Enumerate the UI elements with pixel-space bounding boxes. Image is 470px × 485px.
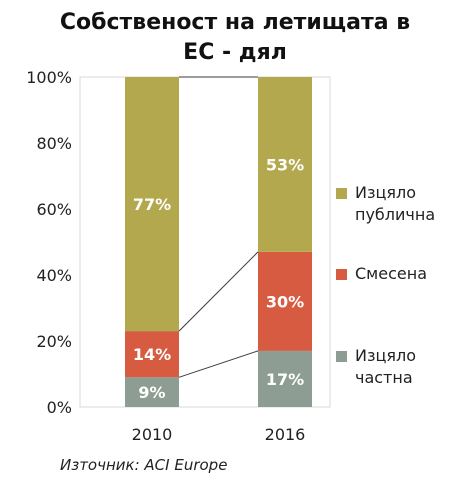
chart-title-line-2: ЕС - дял xyxy=(183,40,287,65)
source-note: Източник: ACI Europe xyxy=(60,456,228,474)
legend-item-private: Изцяло частна xyxy=(336,345,465,389)
bar-segment xyxy=(125,77,179,332)
chart-title-line-1: Собственост на летищата в xyxy=(59,10,411,35)
data-label: 53% xyxy=(266,155,304,174)
data-label: 30% xyxy=(266,292,304,311)
legend-label-public: Изцяло публична xyxy=(355,183,436,224)
series-connector-line xyxy=(178,350,259,378)
legend-label-mixed: Смесена xyxy=(355,264,427,283)
data-label: 14% xyxy=(133,345,171,364)
data-label: 77% xyxy=(133,195,171,214)
data-label: 17% xyxy=(266,370,304,389)
bar-segment xyxy=(258,251,312,351)
bar-segment xyxy=(258,77,312,252)
y-tick-label: 40% xyxy=(36,266,72,285)
legend-swatch-private xyxy=(336,351,347,362)
y-tick-label: 60% xyxy=(36,200,72,219)
y-tick-label: 100% xyxy=(26,68,72,87)
x-tick-label: 2016 xyxy=(265,425,306,444)
legend-item-public: Изцяло публична xyxy=(336,182,465,226)
chart-title: Собственост на летищата в ЕС - дял xyxy=(0,8,470,68)
series-connector-line xyxy=(178,251,259,332)
x-tick-label: 2010 xyxy=(132,425,173,444)
legend-label-private: Изцяло частна xyxy=(355,346,417,387)
legend-swatch-public xyxy=(336,188,347,199)
bar-segment xyxy=(125,331,179,378)
y-tick-label: 20% xyxy=(36,332,72,351)
y-tick-label: 0% xyxy=(47,398,72,417)
legend-swatch-mixed xyxy=(336,269,347,280)
bar-segment xyxy=(258,350,312,407)
bar-segment xyxy=(125,377,179,407)
legend-item-mixed: Смесена xyxy=(336,263,465,285)
data-label: 9% xyxy=(138,383,165,402)
y-tick-label: 80% xyxy=(36,134,72,153)
